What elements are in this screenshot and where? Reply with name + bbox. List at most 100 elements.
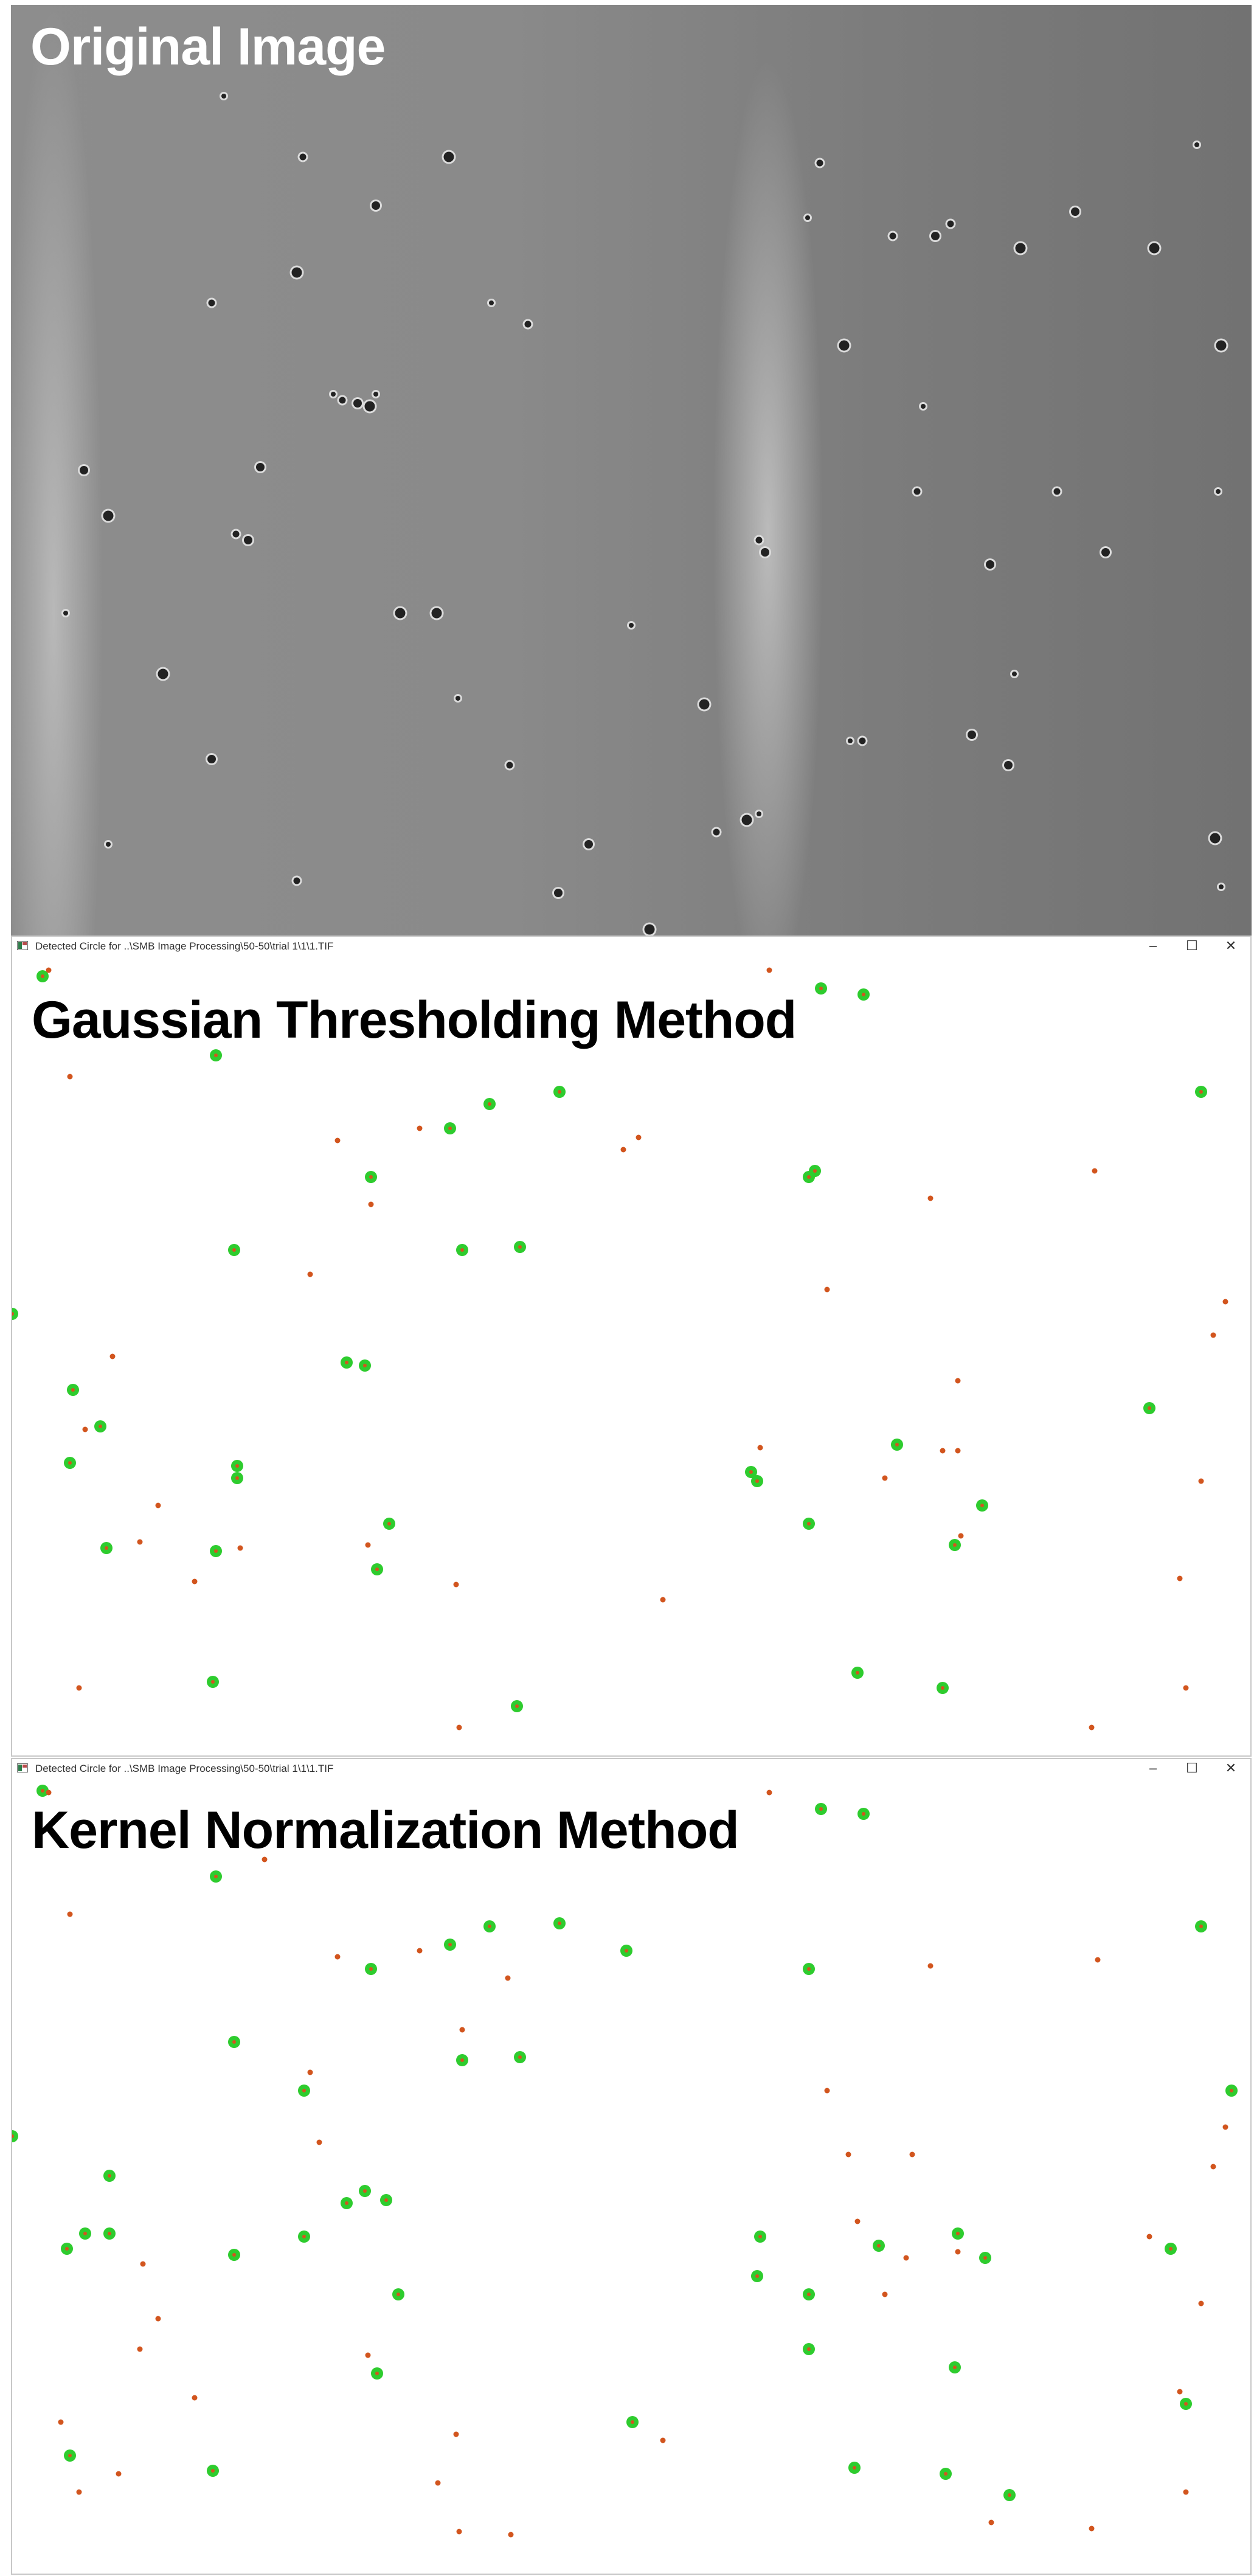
center-marker xyxy=(456,2529,462,2535)
circle-center-marker xyxy=(211,2469,215,2473)
particle xyxy=(755,536,763,544)
circle-center-marker xyxy=(558,1090,561,1094)
center-marker xyxy=(453,2431,459,2437)
center-marker xyxy=(192,1578,198,1585)
particle xyxy=(353,399,362,408)
circle-center-marker xyxy=(953,1543,957,1547)
circle-center-marker xyxy=(41,974,44,978)
detected-circle xyxy=(12,1308,18,1320)
center-marker xyxy=(76,2489,82,2495)
close-button[interactable]: ✕ xyxy=(1225,938,1237,953)
center-marker xyxy=(109,1353,116,1359)
particle xyxy=(986,560,994,569)
kernel-result-window[interactable]: Detected Circle for ..\SMB Image Process… xyxy=(11,1758,1252,2575)
gaussian-detection-canvas xyxy=(12,967,1228,1731)
circle-center-marker xyxy=(953,2366,957,2369)
center-marker xyxy=(824,1286,830,1293)
circle-center-marker xyxy=(214,1875,218,1878)
particle xyxy=(968,731,976,739)
circle-center-marker xyxy=(375,2372,379,2375)
center-marker xyxy=(766,1790,772,1796)
circle-center-marker xyxy=(819,987,823,990)
circle-center-marker xyxy=(1008,2493,1011,2497)
circle-center-marker xyxy=(558,1922,561,1925)
center-marker xyxy=(334,1137,341,1144)
circle-center-marker xyxy=(807,2347,811,2351)
particle xyxy=(373,392,378,397)
method-label: Gaussian Thresholding Method xyxy=(32,991,797,1049)
circle-center-marker xyxy=(631,2420,634,2424)
minimize-button[interactable]: – xyxy=(1149,1760,1157,1776)
circle-center-marker xyxy=(232,1248,236,1252)
window-titlebar[interactable]: Detected Circle for ..\SMB Image Process… xyxy=(12,1759,1250,1777)
circle-center-marker xyxy=(1184,2402,1188,2406)
center-marker xyxy=(1210,1332,1216,1338)
particle xyxy=(1210,833,1221,844)
circle-center-marker xyxy=(813,1169,817,1173)
minimize-button[interactable]: – xyxy=(1149,938,1157,953)
particle xyxy=(1012,672,1017,676)
center-marker xyxy=(456,1724,462,1731)
particle xyxy=(848,738,853,743)
circle-center-marker xyxy=(1199,1925,1203,1928)
particle xyxy=(713,828,720,836)
circle-center-marker xyxy=(488,1925,491,1928)
original-image-panel: Original Image xyxy=(11,5,1252,936)
circle-center-marker xyxy=(214,1054,218,1057)
circle-center-marker xyxy=(755,1479,759,1483)
center-marker xyxy=(1183,1685,1189,1691)
center-marker xyxy=(955,1448,961,1454)
particle xyxy=(629,623,634,628)
circle-center-marker xyxy=(460,1248,464,1252)
gaussian-result-window[interactable]: Detected Circle for ..\SMB Image Process… xyxy=(11,936,1252,1757)
circle-center-marker xyxy=(235,1476,239,1480)
circle-center-marker xyxy=(807,1967,811,1971)
particle xyxy=(1053,488,1061,495)
particle xyxy=(208,299,215,307)
circle-center-marker xyxy=(862,1812,865,1816)
original-image xyxy=(61,92,1228,936)
circle-center-marker xyxy=(980,1504,984,1507)
circle-center-marker xyxy=(448,1943,452,1946)
particle xyxy=(757,811,761,816)
circle-center-marker xyxy=(105,1546,108,1550)
circle-center-marker xyxy=(488,1102,491,1106)
center-marker xyxy=(58,2419,64,2425)
particle xyxy=(431,608,442,619)
center-marker xyxy=(766,967,772,973)
circle-center-marker xyxy=(755,2274,759,2278)
maximize-button[interactable]: ☐ xyxy=(1186,1760,1198,1776)
window-titlebar[interactable]: Detected Circle for ..\SMB Image Process… xyxy=(12,937,1250,955)
circle-center-marker xyxy=(387,1522,391,1526)
center-marker xyxy=(824,2088,830,2094)
circle-center-marker xyxy=(460,2058,464,2062)
circle-center-marker xyxy=(71,1388,75,1392)
circle-center-marker xyxy=(108,2174,111,2178)
circle-center-marker xyxy=(68,2454,72,2457)
particle xyxy=(1015,243,1026,254)
circle-center-marker xyxy=(877,2244,881,2248)
circle-center-marker xyxy=(515,1704,519,1708)
particle xyxy=(1004,761,1013,769)
center-marker xyxy=(334,1954,341,1960)
center-marker xyxy=(307,1271,313,1277)
circle-center-marker xyxy=(41,1789,44,1793)
center-marker xyxy=(192,2395,198,2401)
center-marker xyxy=(958,1533,964,1539)
particle xyxy=(256,463,265,471)
circle-center-marker xyxy=(12,1312,14,1316)
particle xyxy=(456,696,460,701)
particle xyxy=(889,232,896,240)
center-marker xyxy=(459,2027,465,2033)
maximize-button[interactable]: ☐ xyxy=(1186,938,1198,953)
particle xyxy=(221,94,226,99)
center-marker xyxy=(365,2352,371,2358)
center-marker xyxy=(67,1074,73,1080)
circle-center-marker xyxy=(232,2040,236,2044)
circle-center-marker xyxy=(807,2293,811,2296)
close-button[interactable]: ✕ xyxy=(1225,1760,1237,1776)
center-marker xyxy=(46,967,52,973)
center-marker xyxy=(1198,1478,1204,1484)
particle xyxy=(805,215,810,220)
circle-center-marker xyxy=(749,1470,753,1474)
